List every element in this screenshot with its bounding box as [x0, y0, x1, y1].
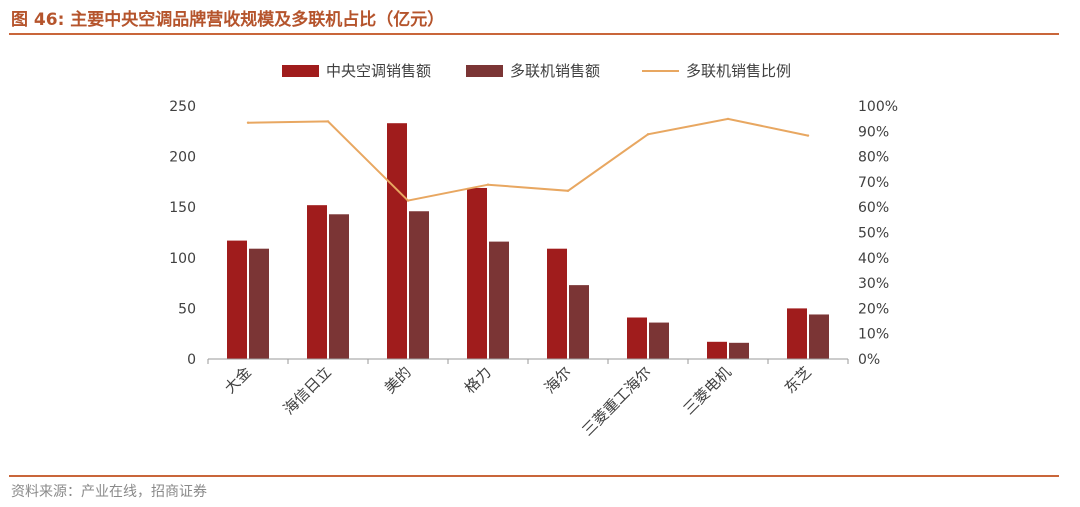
- ratio-line: [247, 117, 809, 202]
- ratio-point: [246, 121, 250, 124]
- footer-divider: [9, 475, 1059, 477]
- line-marks: [246, 117, 810, 202]
- bar-1: [787, 308, 807, 359]
- bar-1: [547, 248, 567, 359]
- legend-label: 多联机销售额: [510, 62, 600, 80]
- y-right-tick-label: 90%: [858, 124, 889, 140]
- y-left-tick-label: 200: [169, 150, 196, 166]
- x-tick-label: 大金: [221, 363, 255, 397]
- bar-marks: [227, 123, 829, 359]
- bar-1: [467, 187, 487, 359]
- bar-2: [729, 342, 749, 359]
- header-divider: [9, 33, 1059, 35]
- bar-1: [707, 341, 727, 359]
- source-note: 资料来源：产业在线，招商证券: [11, 484, 207, 500]
- ratio-point: [726, 117, 730, 121]
- ratio-point: [486, 183, 490, 186]
- y-left-tick-label: 250: [169, 99, 196, 115]
- y-right-tick-label: 30%: [858, 276, 889, 292]
- y-axis-left: 0 50 100 150 200 250: [169, 99, 196, 368]
- y-left-tick-label: 100: [169, 251, 196, 267]
- ratio-point: [806, 134, 810, 137]
- bar-1: [307, 205, 327, 359]
- y-right-tick-label: 10%: [858, 327, 889, 343]
- y-right-tick-label: 20%: [858, 301, 889, 317]
- bar-2: [489, 241, 509, 359]
- y-axis-right: 0% 10% 20% 30% 40% 50% 60% 70% 80% 90% 100%: [858, 99, 898, 368]
- page-title: 图 46: 主要中央空调品牌营收规模及多联机占比（亿元）: [11, 10, 445, 30]
- y-right-tick-label: 40%: [858, 251, 889, 267]
- chart: 中央空调销售额 多联机销售额 多联机销售比例 0 50 100 150 200 250 0% 1…: [169, 62, 898, 439]
- x-tick-label: 三菱电机: [680, 363, 735, 418]
- legend-label: 多联机销售比例: [686, 62, 791, 80]
- bar-2: [329, 214, 349, 359]
- bar-2: [809, 314, 829, 359]
- bar-2: [569, 285, 589, 359]
- bar-1: [227, 240, 247, 359]
- bar-1: [627, 317, 647, 359]
- y-right-tick-label: 80%: [858, 150, 889, 166]
- ratio-point: [326, 120, 330, 123]
- bar-2: [409, 211, 429, 359]
- x-tick-label: 格力: [461, 363, 495, 397]
- legend-swatch: [282, 65, 319, 77]
- y-right-tick-label: 60%: [858, 200, 889, 216]
- x-axis: 大金 海信日立 美的 格力 海尔 三菱重工海尔 三菱电机 东芝: [207, 358, 849, 439]
- ratio-point: [646, 133, 650, 136]
- x-tick-label: 海尔: [541, 363, 575, 397]
- y-right-tick-label: 50%: [858, 226, 889, 242]
- x-tick-label: 美的: [381, 363, 415, 397]
- ratio-point: [566, 189, 570, 192]
- y-right-tick-label: 100%: [858, 99, 898, 115]
- y-left-tick-label: 150: [169, 200, 196, 216]
- bar-2: [649, 322, 669, 359]
- bar-1: [387, 123, 407, 359]
- y-left-tick-label: 50: [178, 301, 196, 317]
- x-tick-label: 三菱重工海尔: [578, 363, 654, 439]
- ratio-point: [406, 199, 410, 202]
- x-tick-label: 东芝: [781, 363, 815, 397]
- x-tick-label: 海信日立: [280, 363, 335, 418]
- chart-legend: 中央空调销售额 多联机销售额 多联机销售比例: [282, 62, 791, 80]
- bar-2: [249, 248, 269, 359]
- y-right-tick-label: 0%: [858, 352, 880, 368]
- y-left-tick-label: 0: [187, 352, 196, 368]
- legend-swatch: [466, 65, 503, 77]
- legend-label: 中央空调销售额: [326, 62, 431, 80]
- y-right-tick-label: 70%: [858, 175, 889, 191]
